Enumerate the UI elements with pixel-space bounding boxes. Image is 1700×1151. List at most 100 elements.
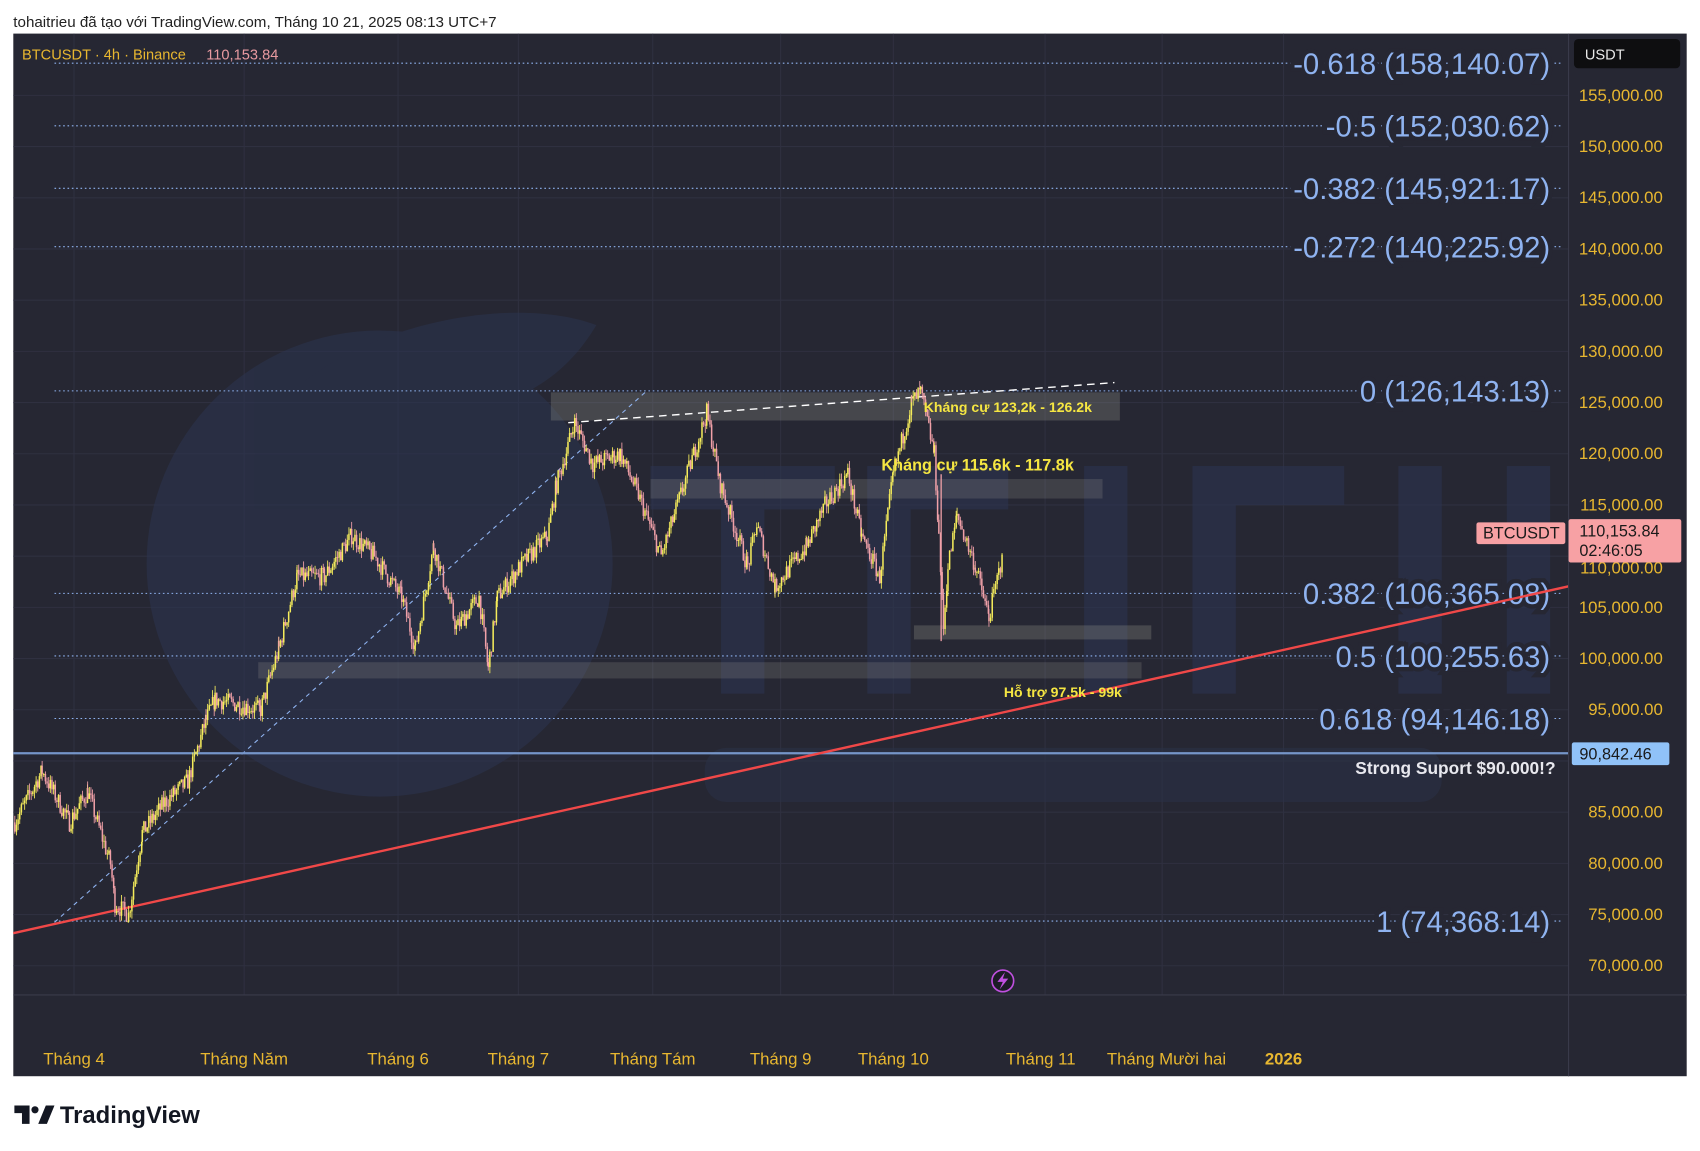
candle-down	[111, 864, 113, 878]
candle-up	[266, 681, 268, 699]
candle-up	[421, 620, 423, 624]
candle-down	[409, 618, 411, 632]
candle-down	[736, 532, 738, 541]
candle-down	[928, 416, 930, 423]
candle-up	[151, 813, 153, 823]
time-label: Tháng 11	[1006, 1049, 1076, 1068]
candle-down	[936, 490, 939, 520]
candle-up	[169, 795, 171, 807]
lightning-icon[interactable]	[991, 969, 1015, 993]
candle-up	[134, 877, 136, 887]
candle-down	[832, 501, 835, 504]
candle-down	[114, 888, 116, 914]
symbol-badge	[1476, 522, 1566, 545]
candle-down	[921, 386, 924, 394]
time-axis[interactable]: Tháng 4 Tháng Năm Tháng 6 Tháng 7 Tháng …	[43, 1049, 1302, 1068]
candle-down	[370, 548, 373, 560]
candle-down	[452, 602, 455, 619]
candle-up	[622, 459, 625, 465]
candle-down	[647, 511, 650, 520]
candle-up	[43, 773, 45, 775]
candle-up	[665, 534, 667, 549]
candle-up	[834, 487, 836, 504]
zone-support-97-99k[interactable]	[258, 662, 1142, 679]
fib-level-label: 0.5 (100,255.63)	[1335, 642, 1550, 674]
candle-down	[731, 505, 733, 518]
label-resistance-top[interactable]: Kháng cự 123,2k - 126.2k	[924, 399, 1092, 415]
time-label: Tháng Năm	[200, 1049, 288, 1068]
candle-down	[219, 699, 221, 701]
candle-down	[950, 550, 953, 552]
zone-resistance-123-126k[interactable]	[550, 392, 1120, 421]
candle-up	[424, 594, 426, 597]
label-strong-support[interactable]: Strong Suport $90.000!?	[1355, 758, 1555, 778]
candle-down	[278, 640, 280, 647]
time-label: Tháng Tám	[610, 1049, 696, 1068]
candle-down	[91, 794, 94, 799]
symbol-legend[interactable]: BTCUSDT · 4h · Binance	[22, 48, 186, 64]
candle-up	[548, 522, 550, 541]
candle-up	[108, 850, 110, 854]
candle-up	[52, 784, 55, 790]
candle-up	[120, 901, 123, 916]
candle-down	[247, 703, 249, 713]
candle-down	[597, 456, 599, 462]
candle-down	[117, 911, 120, 912]
candle-down	[762, 536, 765, 557]
zone-minor-support[interactable]	[913, 625, 1152, 640]
bar-countdown: 02:46:05	[1579, 542, 1642, 560]
candle-up	[894, 460, 896, 472]
candle-up	[819, 510, 821, 522]
label-support[interactable]: Hỗ trợ 97.5k - 99k	[1004, 684, 1122, 700]
candle-up	[225, 700, 228, 702]
candle-down	[860, 518, 862, 537]
candle-up	[301, 567, 303, 576]
candle-up	[496, 590, 499, 602]
candle-down	[284, 622, 287, 626]
candle-up	[543, 531, 546, 537]
candle-down	[165, 797, 168, 806]
time-label: Tháng 6	[367, 1049, 429, 1068]
tradingview-logo-text: TradingView	[60, 1102, 200, 1129]
candle-up	[470, 602, 472, 610]
candle-up	[827, 503, 830, 507]
candle-down	[555, 480, 558, 494]
candle-up	[892, 472, 894, 483]
candle-up	[993, 588, 995, 594]
last-price-badge	[1568, 519, 1682, 563]
candle-down	[336, 557, 339, 559]
tradingview-logo: TradingView	[14, 1102, 200, 1129]
zone-resistance-115-117k[interactable]	[650, 479, 1103, 499]
candle-down	[264, 692, 267, 699]
price-axis[interactable]: 155,000.00 150,000.00 145,000.00 140,000.00…	[1579, 86, 1663, 975]
candle-up	[696, 452, 698, 457]
candle-down	[486, 646, 489, 663]
candle-down	[740, 535, 743, 542]
candle-up	[887, 507, 889, 521]
fib-level-label: 0.382 (106,365.08)	[1303, 579, 1550, 611]
candle-down	[986, 601, 988, 606]
candle-down	[437, 554, 440, 572]
candle-down	[820, 510, 823, 513]
candle-up	[419, 623, 422, 632]
candle-down	[748, 563, 751, 565]
fibonacci-retracement[interactable]: -0.618 (158,140.07) -0.5 (152,030.62) -0.3…	[54, 45, 1561, 943]
candle-up	[326, 566, 329, 576]
candle-down	[727, 507, 730, 515]
currency-button[interactable]	[1573, 39, 1681, 69]
candle-up	[62, 808, 65, 816]
label-resistance-mid[interactable]: Kháng cự 115.6k - 117.8k	[881, 456, 1074, 474]
candle-down	[726, 502, 728, 508]
candle-up	[156, 809, 158, 816]
ascending-support-trendline[interactable]	[13, 585, 1569, 935]
candle-up	[200, 734, 202, 748]
candle-down	[732, 517, 735, 532]
resistance-dashed-trendline[interactable]	[568, 381, 1115, 424]
fib-base-dashed-line[interactable]	[54, 391, 646, 923]
candle-up	[947, 569, 949, 592]
candle-up	[468, 609, 471, 619]
watermark-logo	[146, 312, 1551, 803]
candle-down	[608, 455, 611, 461]
candle-down	[450, 597, 453, 603]
